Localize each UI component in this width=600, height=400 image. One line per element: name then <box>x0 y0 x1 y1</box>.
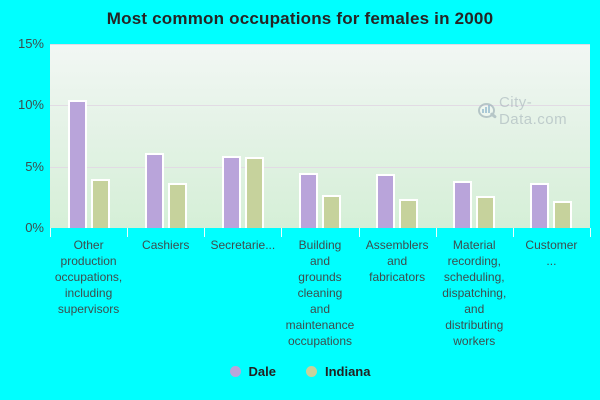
x-tick <box>281 228 283 237</box>
bar-dale-5 <box>376 174 396 228</box>
plot-area: City-Data.com <box>50 44 590 228</box>
x-tick <box>127 228 129 237</box>
y-tick-label: 10% <box>17 97 44 113</box>
gridline-5 <box>50 166 590 168</box>
bar-indiana-6 <box>476 196 496 228</box>
bar-dale-1 <box>67 100 87 228</box>
gridline-10 <box>50 105 590 107</box>
x-tick <box>358 228 360 237</box>
legend-swatch-icon <box>305 366 317 377</box>
bar-dale-7 <box>530 182 550 228</box>
x-tick <box>512 228 514 237</box>
bar-indiana-5 <box>399 198 419 228</box>
y-tick-label: 0% <box>25 220 44 235</box>
x-category-label: Other production occupations, including supe… <box>54 238 123 316</box>
watermark-text: City-Data.com <box>498 94 568 128</box>
legend: Dale Indiana <box>0 364 600 379</box>
y-tick-label: 5% <box>25 158 44 174</box>
legend-label: Indiana <box>324 364 371 379</box>
y-tick-label: 15% <box>17 36 44 51</box>
x-category-label: Assemblers and fabricators <box>365 238 429 284</box>
legend-item-dale: Dale <box>229 364 276 379</box>
x-tick <box>590 228 591 237</box>
bar-dale-4 <box>299 172 318 228</box>
bar-dale-3 <box>221 155 241 228</box>
x-tick <box>204 228 206 237</box>
bar-indiana-1 <box>90 178 110 228</box>
magnifier-chart-icon <box>478 101 498 121</box>
gridline-15 <box>50 44 590 45</box>
bar-indiana-3 <box>244 156 264 228</box>
bar-dale-2 <box>144 153 164 228</box>
legend-label: Dale <box>248 364 276 379</box>
bar-indiana-2 <box>167 182 187 228</box>
x-category-label: Customer... <box>525 238 578 268</box>
x-category-label: Building and grounds cleaning and maintenance… <box>285 238 355 348</box>
x-category-label: Material recording, scheduling, dispatching… <box>442 238 507 348</box>
x-axis-labels: Other production occupations, including supe… <box>50 237 590 362</box>
chart-title: Most common occupations for females in 2… <box>106 9 494 28</box>
x-category-label: Secretarie... <box>210 238 276 252</box>
bar-dale-6 <box>453 181 473 228</box>
legend-swatch-icon <box>229 366 241 377</box>
watermark: City-Data.com <box>478 94 590 128</box>
bar-indiana-7 <box>553 201 573 228</box>
x-tick <box>50 228 51 237</box>
x-category-label: Cashiers <box>142 238 190 252</box>
bar-indiana-4 <box>322 194 341 228</box>
legend-item-indiana: Indiana <box>305 364 371 379</box>
x-tick <box>435 228 437 237</box>
